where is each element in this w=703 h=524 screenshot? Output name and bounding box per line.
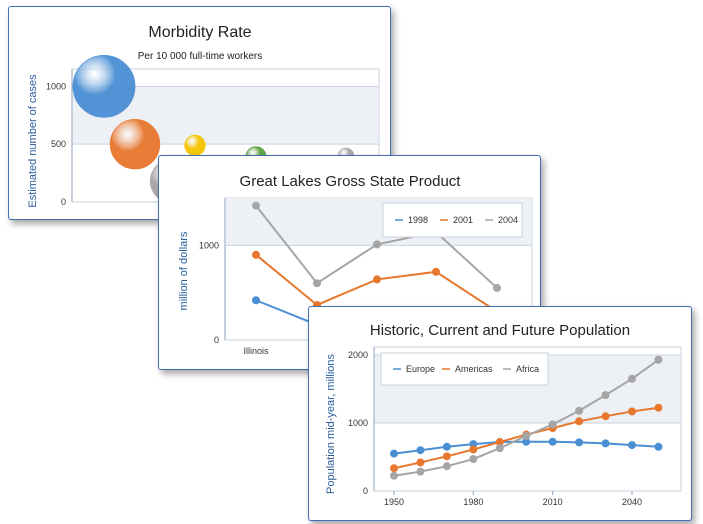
x-tick-label: 2010 <box>543 497 563 507</box>
line-chart: Historic, Current and Future Population … <box>325 322 682 507</box>
legend: Europe Americas Africa <box>380 352 549 386</box>
legend-label: 2001 <box>453 215 473 225</box>
y-axis-label: Estimated number of cases <box>27 74 39 208</box>
data-point <box>628 441 636 450</box>
y-tick-label: 1000 <box>348 418 368 428</box>
legend: 1998 2001 2004 <box>382 202 523 238</box>
chart-subtitle: Per 10 000 full-time workers <box>138 51 263 62</box>
data-point <box>416 458 425 467</box>
data-point <box>442 452 451 461</box>
chart-card-population: Historic, Current and Future Population … <box>308 306 692 521</box>
y-tick-label: 0 <box>61 197 66 207</box>
data-point <box>654 355 663 364</box>
data-point <box>575 417 584 426</box>
legend-box <box>380 352 549 386</box>
data-point <box>548 420 557 429</box>
legend-label: 2004 <box>498 215 518 225</box>
data-point <box>522 437 531 446</box>
data-point <box>252 201 260 210</box>
data-point <box>522 431 531 440</box>
data-point <box>495 444 504 453</box>
data-point <box>252 296 260 305</box>
chart-title: Great Lakes Gross State Product <box>240 173 462 190</box>
data-point <box>548 437 557 446</box>
data-point <box>390 449 398 458</box>
chart-title: Morbidity Rate <box>148 24 251 41</box>
data-point <box>373 240 381 249</box>
data-point <box>628 374 636 383</box>
data-point <box>373 275 381 284</box>
x-tick-label: 2040 <box>622 497 642 507</box>
data-point <box>654 403 663 412</box>
chart-title: Historic, Current and Future Population <box>370 322 630 339</box>
y-tick-label: 500 <box>51 139 66 149</box>
bubble <box>184 134 206 156</box>
y-tick-label: 0 <box>363 486 368 496</box>
y-tick-label: 1000 <box>199 240 219 250</box>
data-point <box>575 438 584 447</box>
data-point <box>493 283 501 292</box>
data-point <box>495 438 504 447</box>
data-point <box>601 412 610 421</box>
y-tick-label: 1000 <box>46 81 66 91</box>
x-tick-label: 1950 <box>384 497 404 507</box>
data-point <box>416 446 425 455</box>
data-point <box>628 407 636 416</box>
data-point <box>313 279 321 288</box>
series-line <box>255 299 318 326</box>
data-point <box>432 267 440 276</box>
data-point <box>601 439 610 448</box>
x-tick-label: Illinois <box>243 346 269 356</box>
data-point <box>442 462 451 471</box>
legend-label: Americas <box>455 364 493 374</box>
data-point <box>442 442 451 451</box>
legend-label: Africa <box>516 364 539 374</box>
data-point <box>601 391 610 400</box>
y-tick-label: 0 <box>214 335 219 345</box>
legend-box <box>382 202 523 238</box>
bubble <box>109 118 161 170</box>
data-point <box>575 406 584 415</box>
data-point <box>654 442 663 451</box>
y-tick-label: 2000 <box>348 350 368 360</box>
x-tick-label: 1980 <box>463 497 483 507</box>
data-point <box>390 471 398 480</box>
legend-label: Europe <box>406 364 435 374</box>
y-axis-label: Population mid-year, millions <box>325 353 337 494</box>
data-point <box>252 250 260 259</box>
data-point <box>416 467 425 476</box>
legend-label: 1998 <box>408 215 428 225</box>
data-point <box>469 455 478 464</box>
bubble <box>72 54 136 118</box>
data-point <box>469 445 478 454</box>
data-point <box>390 464 398 473</box>
y-axis-label: million of dollars <box>178 231 190 310</box>
